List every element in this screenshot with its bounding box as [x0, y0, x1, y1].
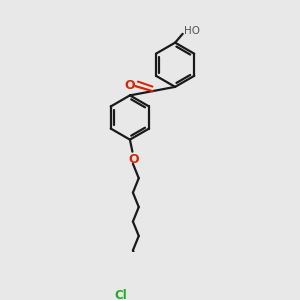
- Text: HO: HO: [184, 26, 200, 36]
- Text: Cl: Cl: [115, 289, 128, 300]
- Text: O: O: [124, 79, 135, 92]
- Text: O: O: [128, 153, 139, 166]
